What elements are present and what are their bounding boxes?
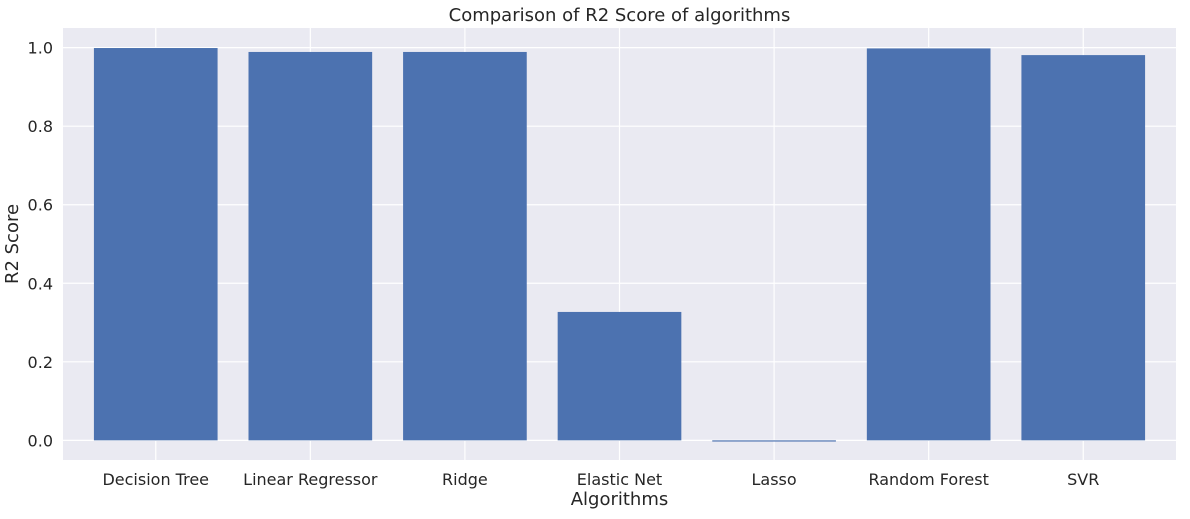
x-tick-label: SVR [1067, 470, 1099, 489]
y-tick-label: 1.0 [28, 39, 53, 58]
bar-random-forest [866, 48, 991, 441]
x-tick-labels: Decision Tree Linear Regressor Ridge Elasti… [102, 470, 1099, 489]
y-tick-label: 0.0 [28, 431, 53, 450]
x-axis-label: Algorithms [571, 489, 669, 510]
y-tick-label: 0.6 [28, 196, 53, 215]
x-tick-label: Random Forest [868, 470, 988, 489]
y-axis-label: R2 Score [2, 204, 23, 284]
y-tick-label: 0.8 [28, 117, 53, 136]
bar-linear-regressor [248, 51, 373, 441]
y-tick-label: 0.4 [28, 274, 53, 293]
x-tick-label: Elastic Net [577, 470, 662, 489]
x-tick-label: Ridge [442, 470, 488, 489]
bar-lasso [712, 440, 836, 442]
x-tick-label: Linear Regressor [243, 470, 378, 489]
x-tick-label: Lasso [751, 470, 796, 489]
bars [93, 48, 1146, 442]
bar-ridge [403, 51, 527, 441]
x-tick-label: Decision Tree [102, 470, 209, 489]
bar-decision-tree [93, 48, 218, 441]
y-tick-labels: 0.0 0.2 0.4 0.6 0.8 1.0 [28, 39, 53, 451]
chart-title: Comparison of R2 Score of algorithms [449, 5, 791, 26]
bar-svr [1021, 55, 1146, 441]
y-tick-label: 0.2 [28, 353, 53, 372]
bar-elastic-net [557, 311, 682, 441]
